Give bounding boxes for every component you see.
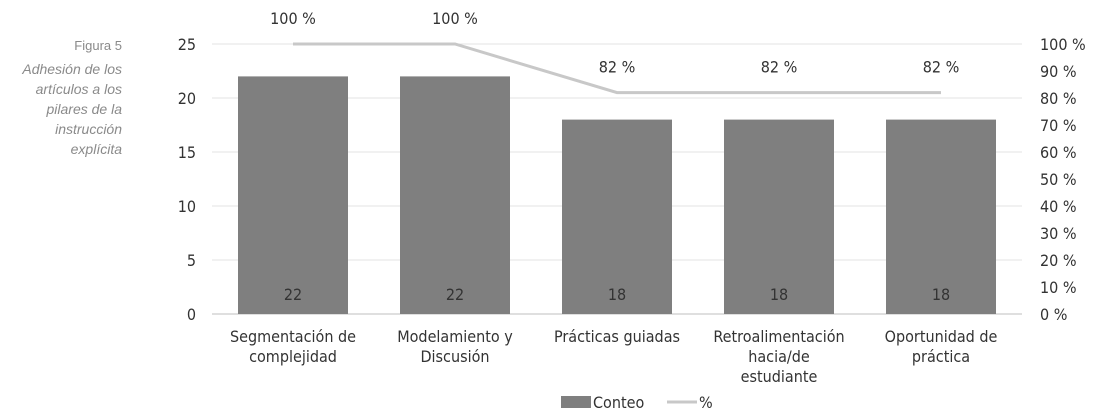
right-tick-label: 100 % [1040,35,1086,54]
right-tick-label: 0 % [1040,305,1067,324]
left-tick-label: 5 [187,251,196,270]
left-tick-label: 15 [178,143,196,162]
line-data-label: 82 % [761,58,798,77]
figure-description: Adhesión de los artículos a los pilares … [22,61,122,157]
left-tick-label: 20 [178,89,196,108]
bar-data-label: 22 [446,285,464,304]
right-tick-label: 40 % [1040,197,1077,216]
legend-label: Conteo [593,393,644,412]
bar [238,76,348,315]
legend-swatch-bar [561,396,591,408]
category-label: Oportunidad de práctica [885,327,998,366]
line-data-label: 100 % [270,9,316,28]
right-tick-label: 30 % [1040,224,1077,243]
line-data-label: 82 % [923,58,960,77]
percent-line [293,42,941,95]
legend-label: % [699,393,713,412]
bar-series: 22 22 18 18 18 [238,76,996,315]
left-tick-label: 25 [178,35,196,54]
right-tick-label: 20 % [1040,251,1077,270]
category-axis: Segmentación de complejidad Modelamiento y… [230,327,998,386]
category-label: Retroalimentación hacia/de estudiante [713,327,844,386]
right-axis: 0 % 10 % 20 % 30 % 40 % 50 % 60 % 70 % 80 % 90 % 1… [1040,35,1086,324]
right-tick-label: 80 % [1040,89,1077,108]
bar-data-label: 18 [608,285,626,304]
right-tick-label: 90 % [1040,62,1077,81]
right-tick-label: 60 % [1040,143,1077,162]
bar [724,119,834,314]
bar-data-label: 22 [284,285,302,304]
right-tick-label: 50 % [1040,170,1077,189]
bar [562,119,672,314]
line-series: 100 % 100 % 82 % 82 % 82 % [270,9,960,95]
category-label: Modelamiento y Discusión [397,327,513,366]
line-data-label: 100 % [432,9,478,28]
category-label: Prácticas guiadas [554,327,680,346]
bar-data-label: 18 [932,285,950,304]
bar [400,76,510,315]
category-label: Segmentación de complejidad [230,327,356,366]
bar [886,119,996,314]
line-data-label: 82 % [599,58,636,77]
figure-label: Figura 5 [74,38,122,53]
legend: Conteo% [561,393,713,412]
left-tick-label: 0 [187,305,196,324]
left-tick-label: 10 [178,197,196,216]
bar-data-label: 18 [770,285,788,304]
right-tick-label: 70 % [1040,116,1077,135]
left-axis: 0 5 10 15 20 25 [178,35,196,324]
right-tick-label: 10 % [1040,278,1077,297]
figure-caption: Figura 5 Adhesión de los artículos a los… [0,38,122,159]
